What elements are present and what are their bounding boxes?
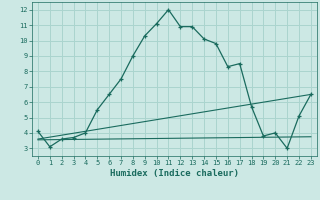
X-axis label: Humidex (Indice chaleur): Humidex (Indice chaleur) [110, 169, 239, 178]
